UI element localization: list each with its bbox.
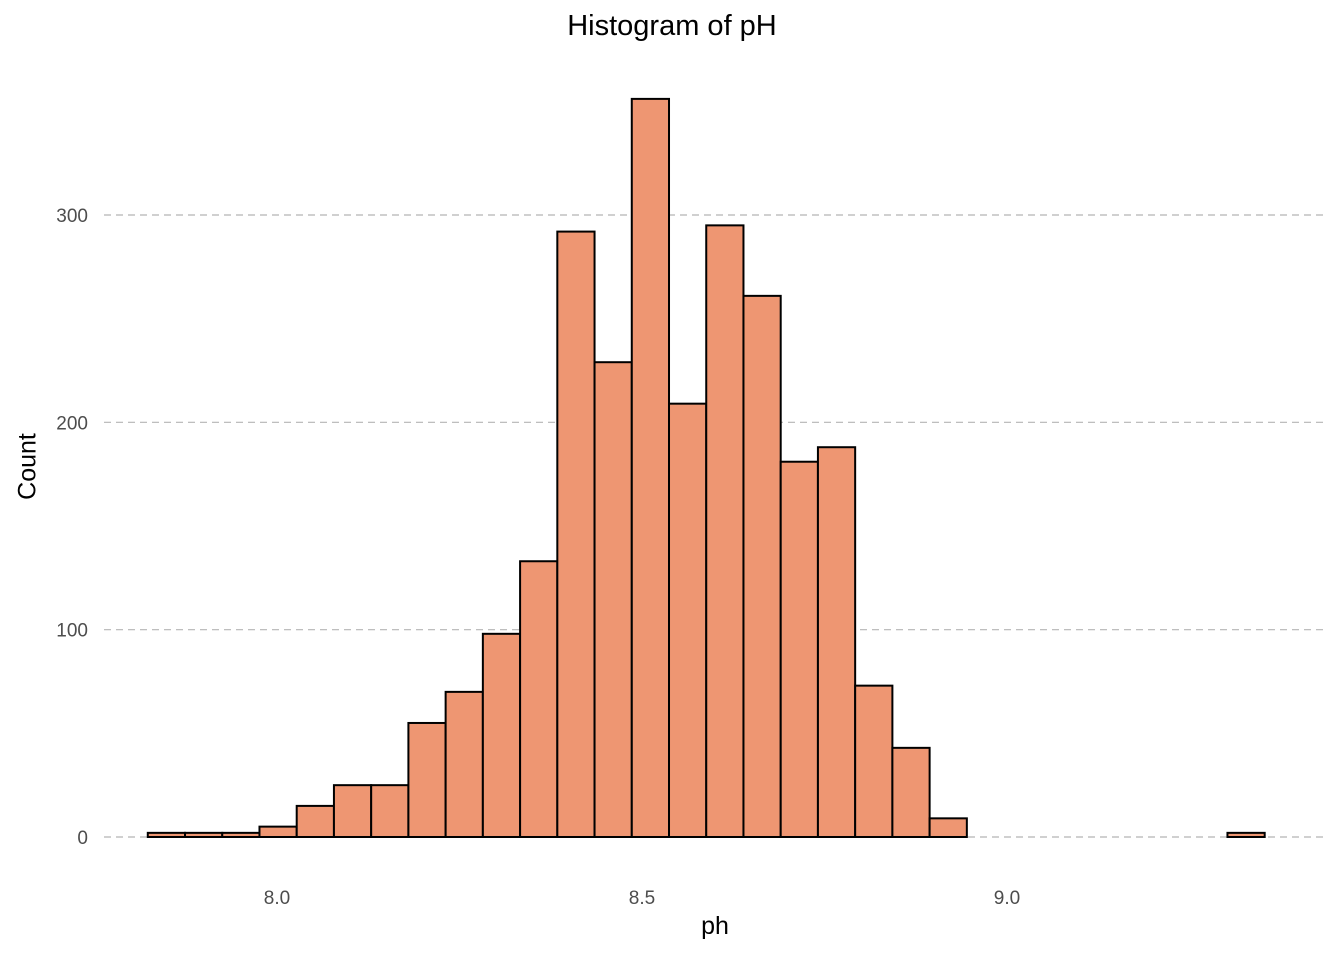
y-tick-label: 300 — [56, 206, 88, 227]
histogram-bar — [854, 684, 894, 838]
histogram-bar — [221, 831, 261, 838]
histogram-bar — [556, 230, 596, 838]
x-axis-ticks: 8.0 8.5 9.0 — [264, 888, 1020, 909]
histogram-bar — [779, 460, 819, 838]
histogram-bar — [742, 294, 782, 838]
histogram-bar — [407, 721, 447, 839]
histogram-bar — [928, 817, 968, 839]
x-tick-label: 8.5 — [629, 888, 655, 909]
histogram-bar — [184, 831, 224, 838]
histogram-bar — [444, 690, 484, 838]
histogram-bar — [891, 746, 931, 839]
histogram-bar — [630, 97, 671, 839]
histogram-bar — [146, 831, 187, 838]
histogram-bar — [258, 825, 298, 839]
y-tick-label: 200 — [56, 413, 88, 434]
x-tick-label: 8.0 — [264, 888, 290, 909]
histogram-bar — [519, 560, 559, 838]
y-axis-ticks: 0 100 200 300 — [56, 206, 88, 849]
histogram-bar — [668, 402, 708, 838]
histogram-bar — [370, 784, 410, 839]
y-axis-label: Count — [13, 433, 42, 500]
histogram-bar — [295, 804, 335, 839]
y-tick-label: 0 — [77, 828, 88, 849]
histogram-bar — [481, 632, 522, 839]
x-tick-label: 9.0 — [994, 888, 1020, 909]
x-axis-label: ph — [701, 912, 729, 940]
chart-title: Histogram of pH — [567, 10, 777, 42]
y-tick-label: 100 — [56, 621, 88, 642]
histogram-bar — [1226, 831, 1266, 838]
histogram-bar — [816, 446, 857, 838]
histogram-bar — [705, 224, 745, 839]
histogram-bar — [332, 784, 373, 839]
histogram-bars — [146, 97, 1266, 839]
histogram-bar — [593, 361, 633, 838]
